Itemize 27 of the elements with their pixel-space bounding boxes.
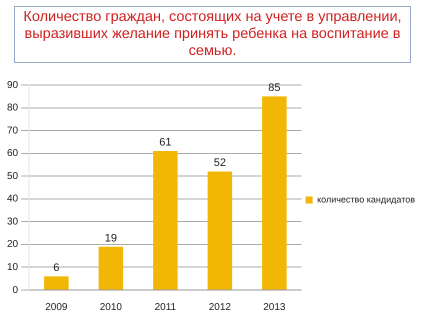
bar [208,172,232,290]
x-tick-label: 2011 [154,302,177,313]
y-tick-label: 10 [7,262,19,273]
x-tick-label: 2013 [263,302,286,313]
y-tick-label: 70 [7,125,19,136]
data-label: 85 [268,82,280,94]
data-label: 52 [214,157,226,170]
y-tick-label: 30 [7,216,19,228]
x-tick-label: 2010 [100,302,122,313]
x-tick-label: 2012 [208,302,232,313]
bar [262,96,287,290]
y-tick-label: 90 [7,80,19,91]
y-tick-label: 50 [7,170,19,182]
x-tick-label: 2009 [45,302,68,313]
chart-title: Количество граждан, состоящих на учете в управлении, выразивших желание принять ребенка на воспитание в семью. [14,6,411,63]
y-tick-label: 0 [12,284,19,296]
y-tick-label: 80 [7,102,19,114]
y-tick-label: 40 [7,194,19,205]
bar [98,246,124,290]
bar [44,276,69,290]
data-label: 61 [159,136,172,149]
data-label: 6 [53,262,60,274]
y-tick-label: 20 [7,239,19,250]
data-label: 19 [104,232,117,244]
legend-label: количество кандидатов [317,194,416,204]
bar [153,151,178,290]
y-tick-label: 60 [7,148,19,160]
